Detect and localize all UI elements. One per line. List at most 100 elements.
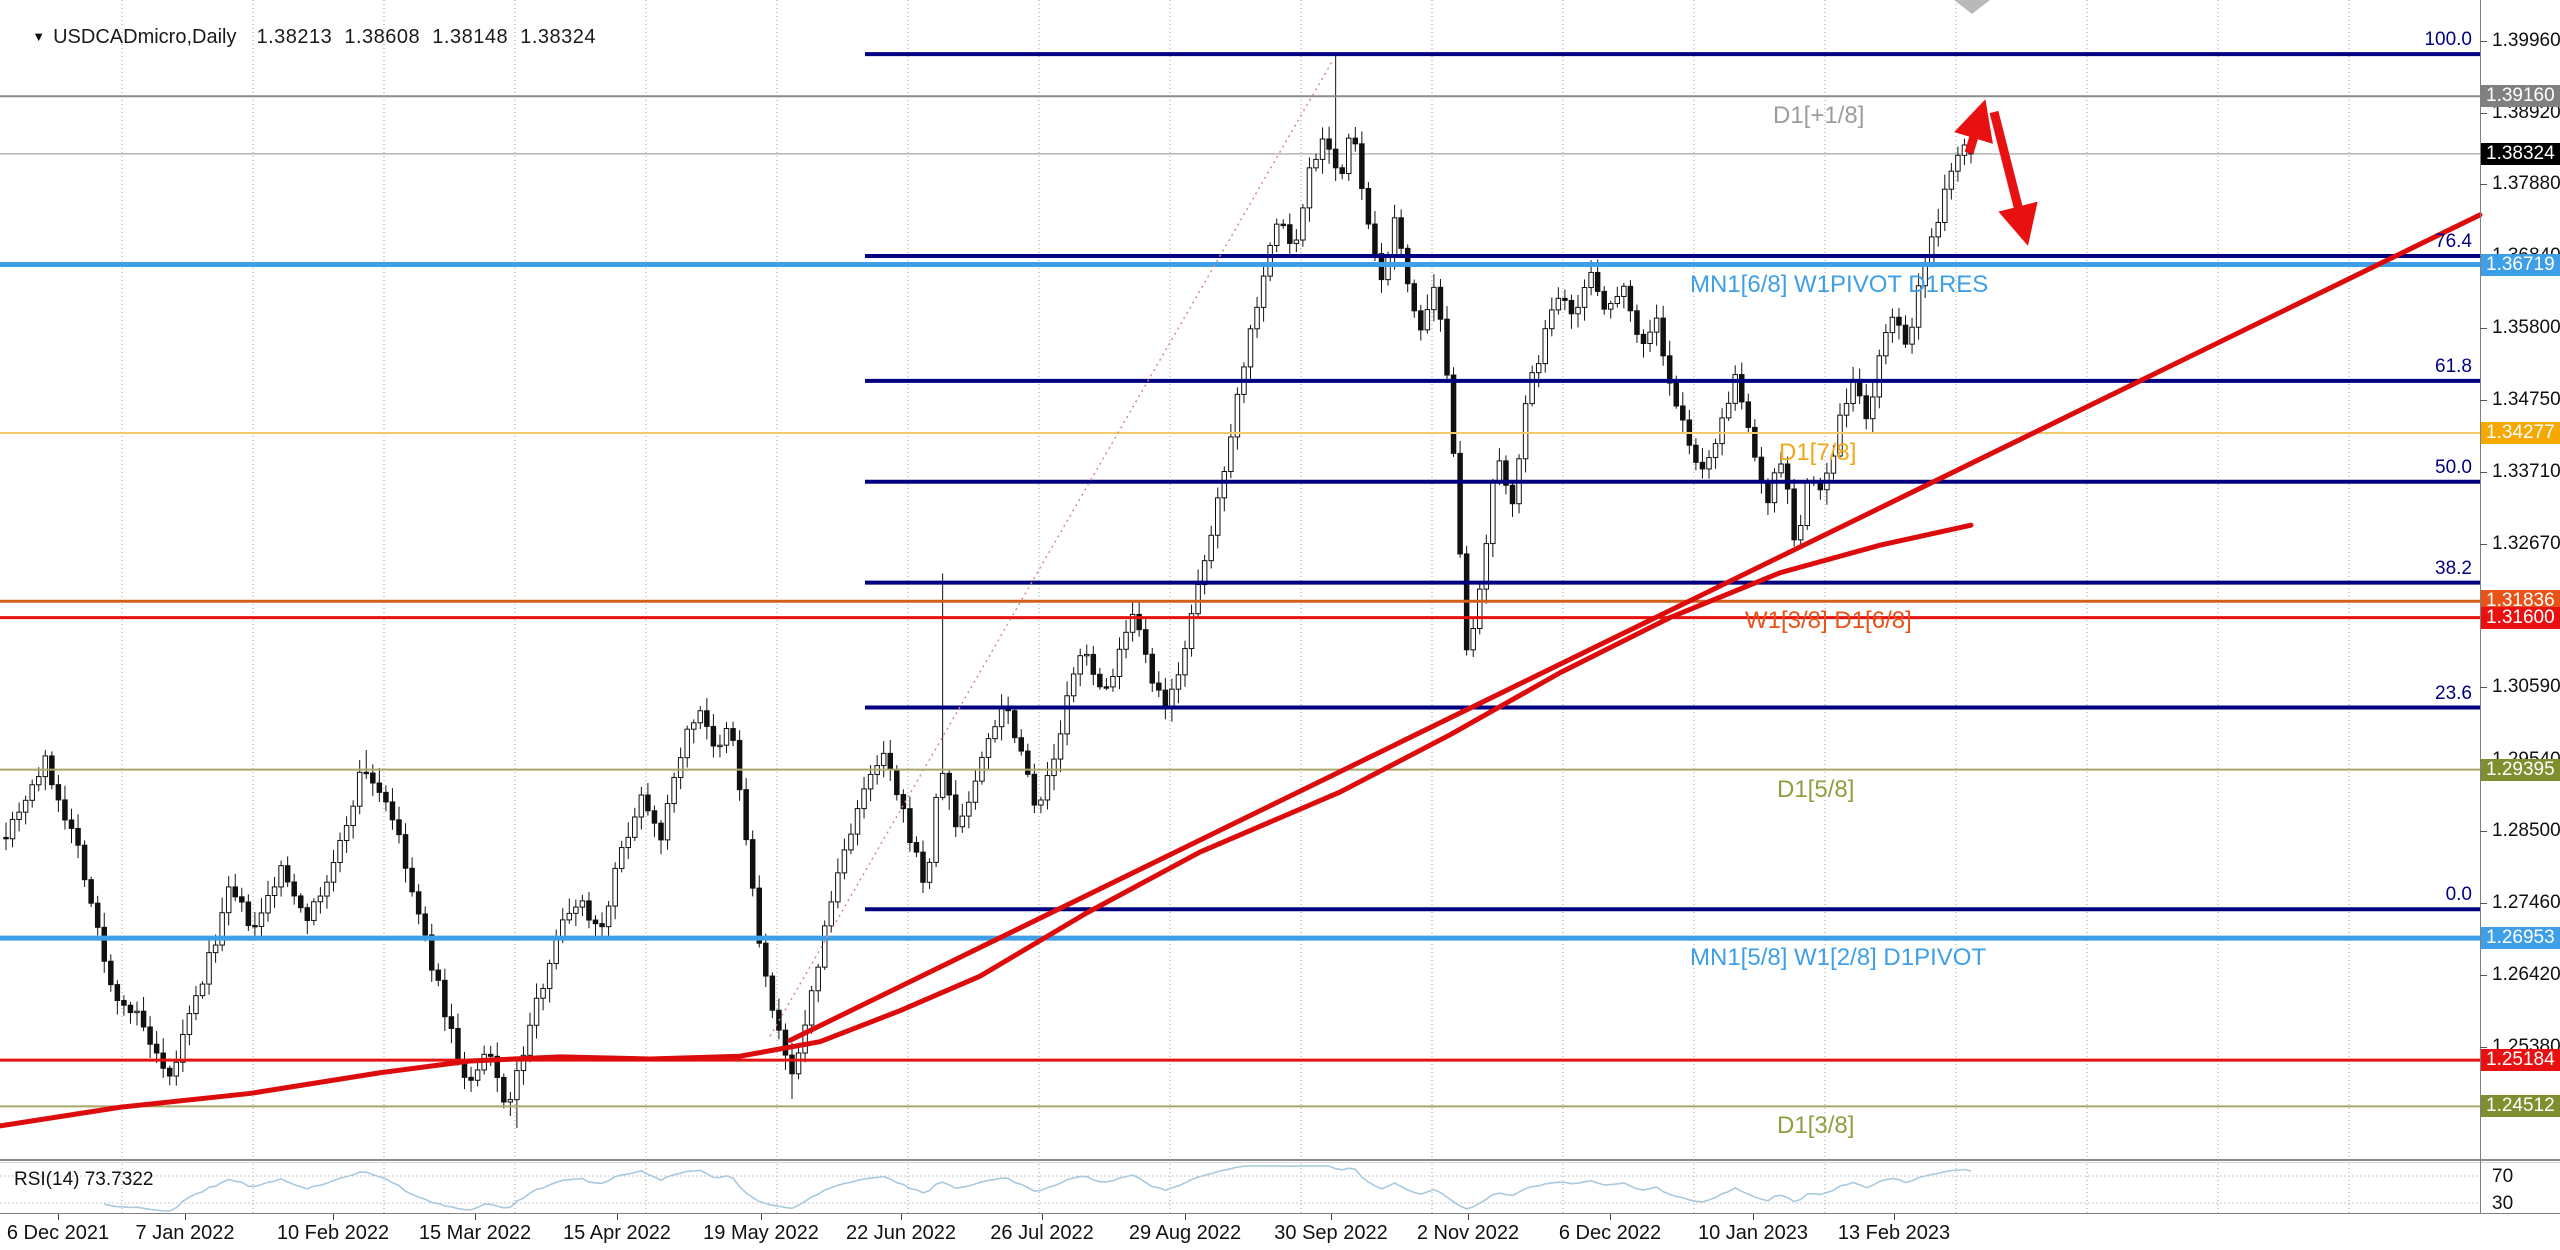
candle xyxy=(1575,294,1581,328)
candle xyxy=(520,1046,527,1085)
candle xyxy=(1090,645,1097,686)
candle xyxy=(1339,164,1345,180)
price-axis-tick-mark xyxy=(2480,831,2487,832)
candle xyxy=(1444,306,1450,383)
candle xyxy=(1732,365,1738,411)
candle xyxy=(822,920,828,970)
date-axis-tick-mark xyxy=(1610,1214,1611,1220)
candle xyxy=(1549,297,1555,337)
trend-arrow-annotation[interactable] xyxy=(1954,99,2038,246)
candle xyxy=(1660,305,1666,366)
candle xyxy=(1725,391,1732,422)
candle xyxy=(422,906,428,942)
price-axis-tick-label: 1.34750 xyxy=(2492,389,2560,411)
candle xyxy=(108,954,114,992)
candle xyxy=(68,808,75,844)
candle xyxy=(651,805,658,837)
price-badge: 1.36719 xyxy=(2481,253,2560,276)
candle xyxy=(1326,126,1332,164)
date-axis-label: 10 Feb 2022 xyxy=(276,1222,390,1244)
candle xyxy=(1699,448,1706,479)
candle xyxy=(245,894,252,931)
candle xyxy=(763,933,769,987)
candle xyxy=(1175,662,1182,704)
candle xyxy=(160,1038,166,1078)
candle xyxy=(474,1059,481,1087)
candle xyxy=(880,741,887,778)
candle xyxy=(1391,204,1398,270)
rsi-indicator-label: RSI(14) 73.7322 xyxy=(14,1169,154,1190)
candle xyxy=(998,694,1005,741)
candle xyxy=(1038,796,1044,814)
price-badge: 1.38324 xyxy=(2481,142,2560,165)
fib-level-label: 76.4 xyxy=(2435,231,2472,252)
symbol-dropdown-icon[interactable]: ▼ xyxy=(32,29,46,44)
rsi-pane-separator[interactable] xyxy=(0,1159,2560,1161)
candle xyxy=(415,884,422,925)
candle xyxy=(501,1073,507,1109)
candle xyxy=(835,858,841,909)
symbol-period-label: USDCADmicro,Daily xyxy=(53,26,237,48)
candle xyxy=(1621,283,1627,309)
date-axis-tick-mark xyxy=(1331,1214,1332,1220)
candle xyxy=(730,721,736,747)
candle xyxy=(1306,157,1313,222)
trendline[interactable] xyxy=(787,212,2483,1043)
candle xyxy=(1758,447,1765,494)
candle xyxy=(913,836,920,858)
date-axis-label: 15 Mar 2022 xyxy=(418,1222,532,1244)
price-axis-tick-label: 1.30590 xyxy=(2492,676,2560,698)
candle xyxy=(1418,304,1424,341)
fib-level-label: 61.8 xyxy=(2435,355,2472,377)
candle xyxy=(736,730,743,801)
candle xyxy=(9,811,16,848)
fib-level-label: 50.0 xyxy=(2435,456,2472,478)
price-axis-tick-mark xyxy=(2480,544,2487,545)
candle xyxy=(1411,279,1417,318)
candle xyxy=(710,714,717,758)
price-axis-tick-label: 1.28500 xyxy=(2492,820,2560,842)
candle xyxy=(278,860,284,897)
candle xyxy=(527,1012,533,1063)
candle xyxy=(900,789,907,823)
candle xyxy=(435,963,442,987)
candle xyxy=(933,793,939,868)
candle xyxy=(704,698,710,740)
candle xyxy=(861,776,867,819)
candle xyxy=(389,788,396,830)
candle xyxy=(1123,619,1129,659)
candle xyxy=(625,822,631,859)
arrow-up-segment[interactable] xyxy=(1954,99,1993,155)
candle xyxy=(356,759,363,815)
candle xyxy=(225,876,232,926)
candle xyxy=(22,795,29,825)
candle xyxy=(507,1092,514,1117)
arrow-down-segment[interactable] xyxy=(1989,110,2038,246)
candle xyxy=(1313,153,1319,172)
candle xyxy=(1824,462,1830,505)
candle xyxy=(867,765,874,802)
candle xyxy=(1437,278,1444,332)
candle xyxy=(121,995,127,1016)
candle xyxy=(1221,466,1228,512)
candle xyxy=(455,1013,461,1066)
candle xyxy=(1719,408,1725,456)
fib-level-label: 38.2 xyxy=(2435,557,2472,579)
candle xyxy=(599,912,605,940)
candle xyxy=(789,1042,795,1099)
candle xyxy=(1496,448,1503,486)
candle xyxy=(1483,534,1490,604)
candle xyxy=(127,1001,134,1024)
fib-anchor-trendline[interactable] xyxy=(769,61,1333,1037)
candle xyxy=(1516,454,1522,514)
candle xyxy=(383,785,389,812)
candle xyxy=(311,898,317,926)
candle xyxy=(1745,393,1752,433)
date-axis-label: 29 Aug 2022 xyxy=(1128,1222,1242,1244)
candle xyxy=(468,1066,474,1093)
candle xyxy=(1614,286,1621,308)
date-axis-tick-mark xyxy=(1042,1214,1043,1220)
candle xyxy=(350,800,356,839)
price-axis-separator xyxy=(2480,0,2481,1213)
